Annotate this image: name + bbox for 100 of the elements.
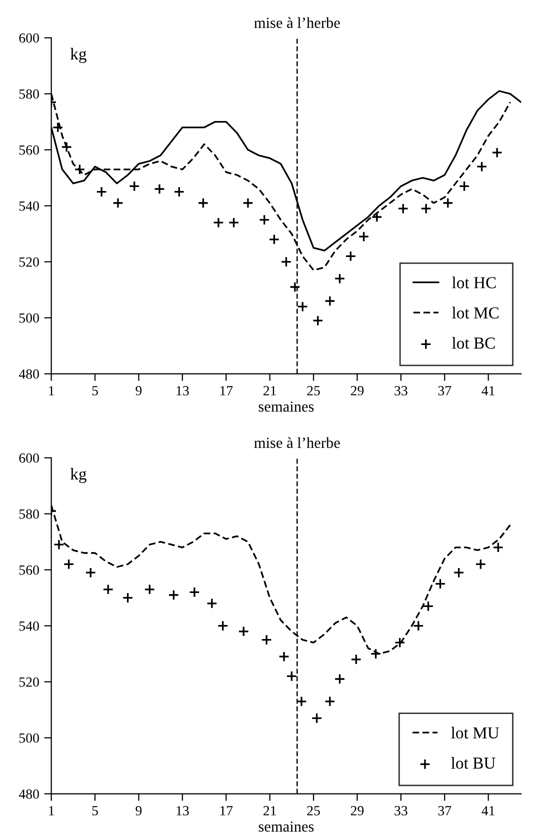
y-tick-label: 520 <box>19 677 39 687</box>
point <box>63 558 74 570</box>
point <box>144 584 156 595</box>
x-tick-label: 13 <box>176 806 189 816</box>
point <box>128 180 140 192</box>
point <box>85 567 96 578</box>
point <box>278 651 290 662</box>
legend-label: lot HC <box>452 276 496 288</box>
x-axis-title: semaines <box>258 401 314 412</box>
x-tick-label: 9 <box>136 806 142 816</box>
x-tick-label: 21 <box>263 806 276 816</box>
point <box>345 250 356 262</box>
point <box>238 626 250 637</box>
x-tick-label: 17 <box>220 386 233 396</box>
x-tick-label: 33 <box>394 806 408 816</box>
point <box>492 542 504 553</box>
y-tick-label: 500 <box>19 733 39 743</box>
y-tick-label: 560 <box>19 565 39 575</box>
point <box>324 696 336 707</box>
point <box>453 567 464 578</box>
point <box>206 598 218 609</box>
point <box>228 217 240 228</box>
x-tick-label: 13 <box>176 386 189 396</box>
point <box>412 620 424 632</box>
point <box>280 256 292 268</box>
point <box>394 637 406 648</box>
point <box>74 164 86 175</box>
x-tick-label: 1 <box>49 386 54 396</box>
point <box>188 586 200 598</box>
y-tick-label: 580 <box>19 509 39 519</box>
x-tick-label: 17 <box>220 806 233 816</box>
y-tick-label: 540 <box>19 201 39 211</box>
x-tick-label: 29 <box>350 386 364 396</box>
x-axis-title: semaines <box>258 821 314 832</box>
point <box>422 600 434 612</box>
x-tick-label: 25 <box>307 806 320 816</box>
point <box>434 578 446 590</box>
x-tick-label: 1 <box>49 806 54 816</box>
y-tick-label: 500 <box>19 313 39 323</box>
x-tick-label: 21 <box>263 386 276 396</box>
point <box>296 696 307 707</box>
y-tick-label: 480 <box>18 369 39 379</box>
point <box>334 674 346 684</box>
x-tick-label: 9 <box>136 386 142 396</box>
point <box>242 198 254 208</box>
ref-line-label: mise à l’herbe <box>254 437 340 448</box>
point <box>61 142 72 152</box>
point <box>268 234 280 245</box>
point <box>476 161 488 172</box>
x-tick-label: 37 <box>438 806 452 816</box>
point <box>258 214 270 226</box>
x-tick-label: 25 <box>307 386 320 396</box>
point <box>350 654 362 665</box>
x-tick-label: 33 <box>394 386 408 396</box>
point <box>420 203 432 214</box>
point <box>370 648 382 660</box>
point <box>53 539 64 550</box>
x-tick-label: 5 <box>92 386 98 396</box>
point <box>217 620 228 632</box>
point <box>334 273 346 284</box>
point <box>174 186 185 198</box>
y-tick-label: 580 <box>19 89 39 99</box>
point <box>475 558 486 570</box>
point <box>198 198 209 208</box>
point <box>311 712 322 724</box>
y-axis-title: kg <box>70 468 86 484</box>
legend-label: lot MU <box>451 726 500 739</box>
point <box>212 217 224 228</box>
point <box>312 315 324 326</box>
point <box>458 180 470 192</box>
point <box>398 203 409 214</box>
x-tick-label: 37 <box>438 386 452 396</box>
y-tick-label: 520 <box>19 257 39 267</box>
x-tick-label: 41 <box>482 386 494 396</box>
point <box>492 147 503 158</box>
point <box>96 186 108 198</box>
y-tick-label: 540 <box>19 621 39 631</box>
point <box>442 198 454 208</box>
point <box>154 184 165 194</box>
point <box>286 670 298 682</box>
point <box>261 634 272 646</box>
point <box>168 590 180 600</box>
point <box>122 592 134 604</box>
y-axis-title: kg <box>70 48 86 64</box>
y-tick-label: 480 <box>18 789 39 799</box>
point <box>358 231 370 242</box>
legend-label: lot MC <box>452 306 499 319</box>
point <box>324 296 336 306</box>
y-tick-label: 600 <box>19 453 39 463</box>
y-tick-label: 560 <box>19 145 39 155</box>
legend-label: lot BC <box>452 337 495 349</box>
legend-label: lot BU <box>451 757 496 769</box>
point <box>297 301 308 312</box>
y-tick-label: 600 <box>19 33 39 43</box>
x-tick-label: 5 <box>92 806 98 816</box>
x-tick-label: 29 <box>350 806 364 816</box>
x-tick-label: 41 <box>482 806 494 816</box>
point <box>371 212 382 222</box>
point <box>289 282 300 292</box>
ref-line-label: mise à l’herbe <box>254 17 340 28</box>
